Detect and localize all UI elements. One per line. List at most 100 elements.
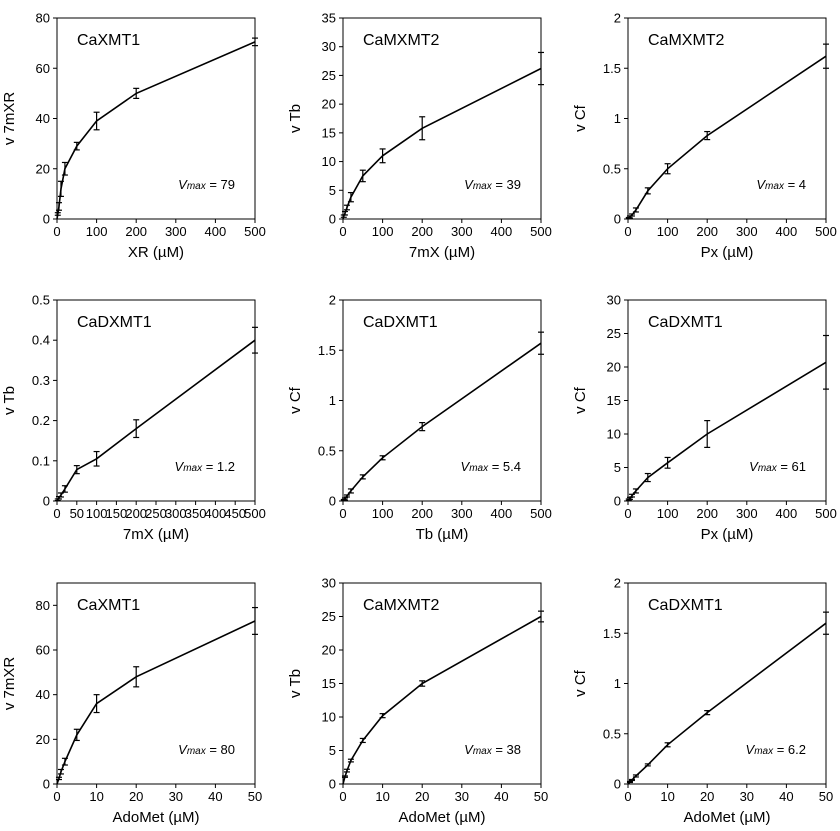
x-axis-label: AdoMet (µM) [684, 809, 771, 826]
x-tick-label: 0 [339, 224, 346, 239]
x-tick-label: 100 [86, 224, 108, 239]
series-line [56, 339, 256, 502]
vmax-label: Vmax = 5.4 [461, 459, 521, 474]
x-axis-label: 7mX (µM) [409, 244, 475, 261]
x-tick-label: 400 [491, 224, 513, 239]
vmax-symbol: V [175, 459, 185, 474]
vmax-symbol: V [464, 177, 474, 192]
error-bar [347, 488, 354, 494]
y-tick-label: 60 [36, 61, 50, 76]
error-bar [343, 768, 350, 773]
y-tick-label: 5 [614, 460, 621, 475]
y-tick-label: 0.3 [32, 373, 50, 388]
error-bar [55, 202, 62, 211]
y-tick-label: 20 [36, 732, 50, 747]
chart-panel: 0 10 20 30 40 50 0 5 10 15 20 25 30 AdoMet (µM) v Tb Ca… [287, 576, 548, 827]
error-bar [538, 51, 544, 86]
x-tick-label: 400 [205, 506, 227, 521]
y-tick-label: 15 [322, 676, 336, 691]
error-bar [664, 163, 671, 175]
error-bar [93, 694, 100, 714]
error-bar [628, 213, 635, 217]
vmax-subscript: max [758, 463, 778, 474]
y-tick-label: 1 [329, 393, 336, 408]
x-tick-label: 0 [339, 789, 346, 804]
x-axis-label: AdoMet (µM) [113, 809, 200, 826]
vmax-value: = 61 [777, 459, 806, 474]
error-bar [61, 485, 68, 493]
x-tick-label: 250 [145, 506, 167, 521]
error-bar [252, 37, 258, 47]
error-bar [704, 710, 711, 716]
error-bar [347, 191, 354, 203]
y-tick-label: 20 [607, 360, 621, 375]
error-bar [359, 474, 366, 480]
y-axis-label: v Tb [287, 669, 304, 698]
x-tick-label: 20 [415, 789, 429, 804]
error-bar [538, 610, 544, 623]
error-bar [252, 606, 258, 635]
x-tick-label: 300 [165, 506, 187, 521]
chart-panel: 0 100 200 300 400 500 0 20 40 60 80 XR (µM) v 7mXR Ca… [1, 11, 266, 262]
error-bar [341, 210, 348, 216]
x-tick-label: 20 [129, 789, 143, 804]
error-bar [704, 420, 711, 448]
vmax-value: = 79 [206, 177, 235, 192]
y-tick-label: 25 [322, 68, 336, 83]
error-bar [379, 148, 386, 164]
vmax-subscript: max [754, 746, 774, 757]
error-bar [359, 169, 366, 183]
y-tick-label: 30 [322, 576, 336, 591]
x-tick-label: 0 [53, 506, 60, 521]
x-axis-label: XR (µM) [128, 244, 184, 261]
vmax-value: = 6.2 [773, 742, 806, 757]
error-bar [341, 775, 348, 778]
vmax-value: = 38 [492, 742, 521, 757]
vmax-subscript: max [469, 463, 489, 474]
y-tick-label: 2 [614, 576, 621, 591]
y-axis-label: v 7mXR [1, 657, 18, 711]
x-tick-label: 300 [736, 506, 758, 521]
x-tick-label: 100 [86, 506, 108, 521]
vmax-subscript: max [473, 181, 493, 192]
error-bar [379, 713, 386, 719]
y-tick-label: 0.5 [603, 161, 621, 176]
x-tick-label: 0 [624, 789, 631, 804]
panel-title: CaDXMT1 [648, 314, 723, 331]
x-tick-label: 300 [165, 224, 187, 239]
panel-title: CaDXMT1 [363, 314, 438, 331]
y-tick-label: 30 [322, 39, 336, 54]
panel-title: CaXMT1 [77, 32, 140, 49]
vmax-symbol: V [461, 459, 471, 474]
vmax-label: Vmax = 61 [749, 459, 806, 474]
error-bar [133, 666, 140, 688]
y-tick-label: 25 [607, 326, 621, 341]
y-tick-label: 1.5 [603, 626, 621, 641]
x-tick-label: 200 [696, 224, 718, 239]
y-tick-label: 0.5 [32, 293, 50, 308]
vmax-label: Vmax = 80 [178, 742, 235, 757]
vmax-value: = 5.4 [488, 459, 521, 474]
error-bar [57, 492, 64, 498]
error-bar [57, 768, 64, 775]
error-bar [823, 611, 829, 635]
y-tick-label: 1 [614, 111, 621, 126]
y-tick-label: 10 [322, 710, 336, 725]
y-tick-label: 1.5 [318, 343, 336, 358]
y-tick-label: 0.4 [32, 333, 50, 348]
plot-frame [342, 17, 542, 220]
vmax-value: = 1.2 [202, 459, 235, 474]
x-tick-label: 10 [375, 789, 389, 804]
x-tick-label: 400 [776, 224, 798, 239]
y-tick-label: 15 [322, 125, 336, 140]
y-tick-label: 2 [329, 293, 336, 308]
series-line [342, 67, 542, 220]
chart-panel: 0 100 200 300 400 500 0 5 10 15 20 25 30 Px (µM) v Cf C… [572, 293, 837, 544]
vmax-symbol: V [749, 459, 759, 474]
panel-title: CaMXMT2 [648, 32, 725, 49]
error-bar [632, 207, 639, 213]
error-bar [93, 111, 100, 131]
vmax-value: = 4 [784, 177, 806, 192]
error-bar [664, 456, 671, 469]
